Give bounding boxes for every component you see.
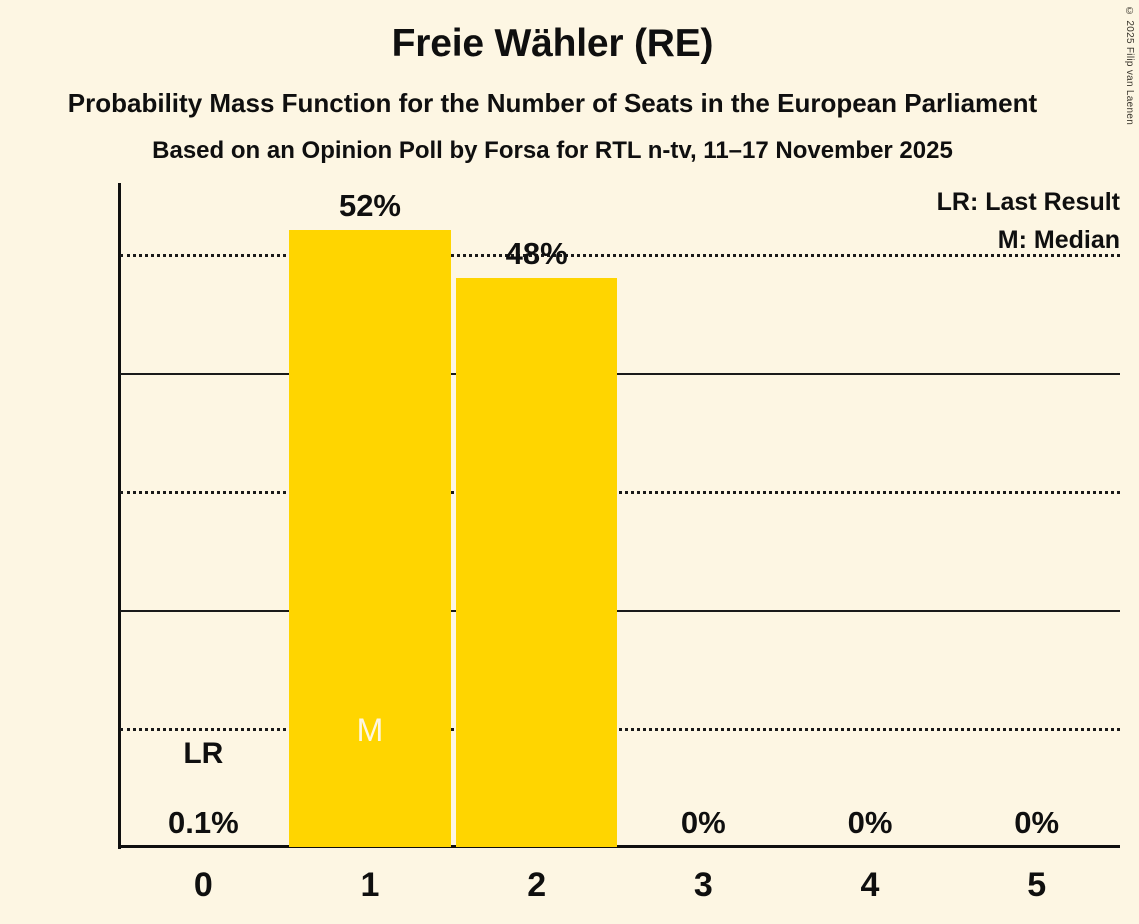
- gridline-solid: [120, 372, 1120, 375]
- gridline-dotted: [120, 254, 1120, 258]
- chart-legend: LR: Last Result M: Median: [937, 183, 1120, 259]
- y-axis-line: [118, 183, 121, 849]
- bar-value-label: 0%: [1014, 805, 1060, 840]
- x-axis-tick-label: 1: [360, 866, 380, 904]
- copyright-notice: © 2025 Filip van Laenen: [1124, 6, 1135, 126]
- bar: [289, 230, 451, 847]
- legend-item-median: M: Median: [997, 226, 1120, 254]
- bar-value-label: 48%: [505, 235, 568, 271]
- bar: [455, 277, 618, 847]
- x-axis-tick-label: 0: [193, 866, 213, 904]
- x-axis-tick-label: 4: [860, 866, 880, 904]
- plot-area: 20%40%0.1%52%48%0%0%0%MLR: [120, 183, 1120, 847]
- x-axis-line: [118, 845, 1120, 848]
- x-axis-tick-label: 3: [693, 866, 713, 904]
- x-axis-tick-label: 2: [527, 866, 547, 904]
- bar-value-label: 0%: [847, 805, 893, 840]
- bar-value-label: 0%: [680, 805, 726, 840]
- bar-value-label: 52%: [338, 188, 401, 224]
- page-title: Freie Wähler (RE): [391, 22, 714, 65]
- chart-subtitle-primary: Probability Mass Function for the Number…: [67, 88, 1038, 118]
- x-axis-tick-label: 5: [1027, 866, 1047, 904]
- last-result-marker: LR: [183, 737, 224, 770]
- median-marker: M: [356, 712, 384, 748]
- chart-subtitle-source: Based on an Opinion Poll by Forsa for RT…: [152, 137, 953, 164]
- gridline-dotted: [120, 728, 1120, 732]
- gridline-solid: [120, 609, 1120, 612]
- bar-value-label: 0.1%: [167, 805, 239, 840]
- legend-item-last-result: LR: Last Result: [936, 188, 1120, 216]
- gridline-dotted: [120, 491, 1120, 495]
